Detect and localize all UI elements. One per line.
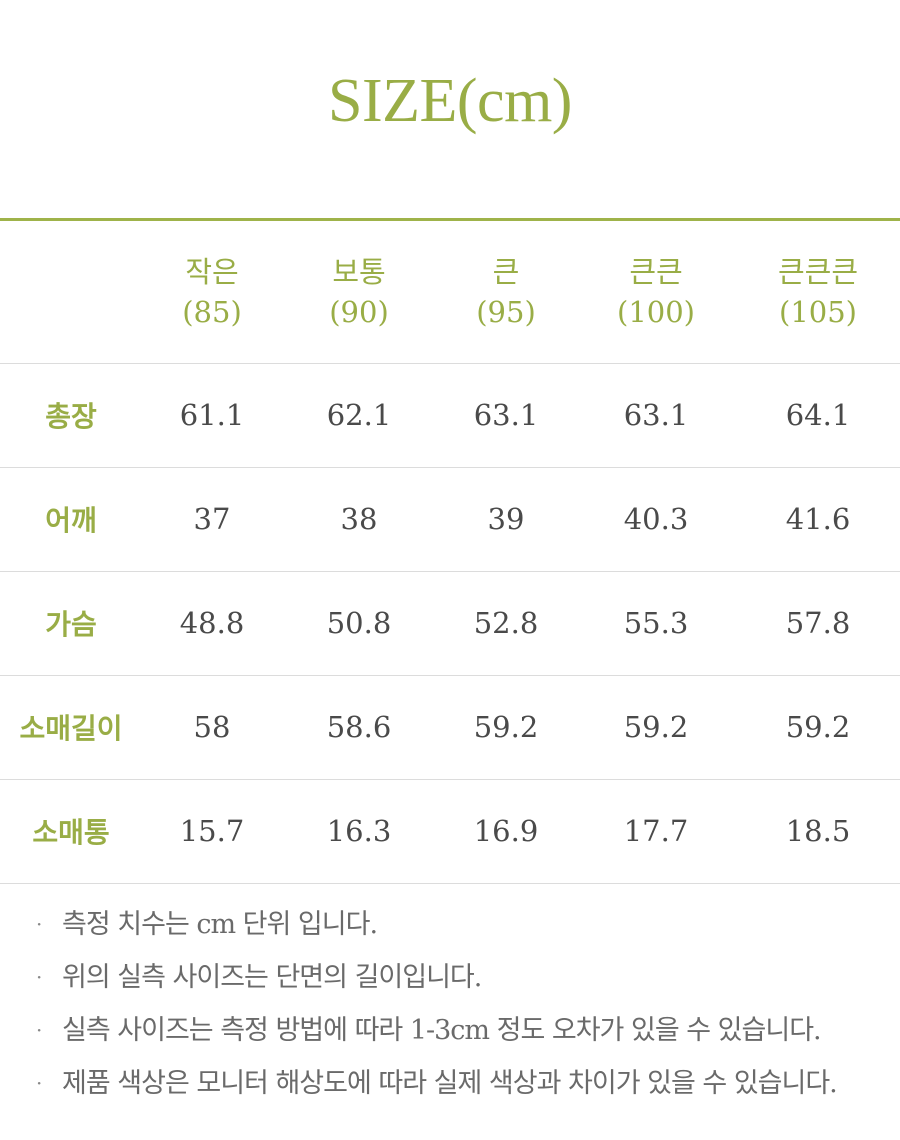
bullet-dot: · <box>36 965 42 989</box>
table-cell: 52.8 <box>436 571 576 676</box>
note-item: · 실측 사이즈는 측정 방법에 따라 1-3cm 정도 오차가 있을 수 있습… <box>0 1004 900 1057</box>
title-divider <box>0 218 900 221</box>
bullet-dot: · <box>36 1071 42 1095</box>
table-cell: 59.2 <box>736 675 900 780</box>
table-cell: 18.5 <box>736 779 900 884</box>
table-cell: 61.1 <box>142 363 282 468</box>
note-item: · 위의 실측 사이즈는 단면의 길이입니다. <box>0 951 900 1004</box>
table-cell: 38 <box>282 467 436 572</box>
row-label: 어깨 <box>0 467 142 572</box>
column-header: 큰 (95) <box>436 221 576 364</box>
bullet-dot: · <box>36 1018 42 1042</box>
note-item: · 측정 치수는 cm 단위 입니다. <box>0 898 900 951</box>
column-header-name: 보통 <box>332 254 386 289</box>
table-cell: 64.1 <box>736 363 900 468</box>
column-header: 보통 (90) <box>282 221 436 364</box>
note-text: 제품 색상은 모니터 해상도에 따라 실제 색상과 차이가 있을 수 있습니다. <box>62 1068 838 1099</box>
table-cell: 15.7 <box>142 779 282 884</box>
column-header-name: 큰큰큰 <box>777 254 859 289</box>
table-cell: 16.3 <box>282 779 436 884</box>
column-header-name: 작은 <box>185 254 239 289</box>
table-cell: 58.6 <box>282 675 436 780</box>
column-header-size: (95) <box>476 294 536 329</box>
table-row: 어깨 37 38 39 40.3 41.6 <box>0 467 900 572</box>
table-cell: 59.2 <box>576 675 736 780</box>
header-corner-cell <box>0 221 142 364</box>
size-table: 작은 (85) 보통 (90) 큰 (95) 큰큰 (100) 큰큰큰 (105… <box>0 221 900 884</box>
table-cell: 41.6 <box>736 467 900 572</box>
table-cell: 58 <box>142 675 282 780</box>
table-cell: 63.1 <box>576 363 736 468</box>
table-cell: 37 <box>142 467 282 572</box>
table-cell: 39 <box>436 467 576 572</box>
column-header-size: (90) <box>329 294 389 329</box>
column-header-size: (100) <box>617 294 695 329</box>
table-cell: 57.8 <box>736 571 900 676</box>
row-label: 소매통 <box>0 779 142 884</box>
page-title: SIZE(cm) <box>328 67 572 135</box>
table-row: 소매통 15.7 16.3 16.9 17.7 18.5 <box>0 779 900 884</box>
table-cell: 63.1 <box>436 363 576 468</box>
row-label: 소매길이 <box>0 675 142 780</box>
column-header-name: 큰 <box>492 254 520 289</box>
note-item: · 제품 색상은 모니터 해상도에 따라 실제 색상과 차이가 있을 수 있습니… <box>0 1057 900 1110</box>
note-text: 측정 치수는 cm 단위 입니다. <box>62 909 378 940</box>
column-header-size: (85) <box>182 294 242 329</box>
table-cell: 59.2 <box>436 675 576 780</box>
table-row: 소매길이 58 58.6 59.2 59.2 59.2 <box>0 675 900 780</box>
table-cell: 55.3 <box>576 571 736 676</box>
table-cell: 40.3 <box>576 467 736 572</box>
column-header: 큰큰큰 (105) <box>736 221 900 364</box>
column-header-name: 큰큰 <box>629 254 683 289</box>
bullet-dot: · <box>36 912 42 936</box>
table-cell: 50.8 <box>282 571 436 676</box>
table-cell: 17.7 <box>576 779 736 884</box>
notes-list: · 측정 치수는 cm 단위 입니다. · 위의 실측 사이즈는 단면의 길이입… <box>0 898 900 1110</box>
table-row: 총장 61.1 62.1 63.1 63.1 64.1 <box>0 363 900 468</box>
table-cell: 16.9 <box>436 779 576 884</box>
column-header-size: (105) <box>779 294 857 329</box>
column-header: 작은 (85) <box>142 221 282 364</box>
table-cell: 62.1 <box>282 363 436 468</box>
row-label: 가슴 <box>0 571 142 676</box>
table-cell: 48.8 <box>142 571 282 676</box>
row-label: 총장 <box>0 363 142 468</box>
note-text: 위의 실측 사이즈는 단면의 길이입니다. <box>62 962 482 993</box>
note-text: 실측 사이즈는 측정 방법에 따라 1-3cm 정도 오차가 있을 수 있습니다… <box>62 1015 822 1046</box>
table-header-row: 작은 (85) 보통 (90) 큰 (95) 큰큰 (100) 큰큰큰 (105… <box>0 221 900 364</box>
table-row: 가슴 48.8 50.8 52.8 55.3 57.8 <box>0 571 900 676</box>
column-header: 큰큰 (100) <box>576 221 736 364</box>
